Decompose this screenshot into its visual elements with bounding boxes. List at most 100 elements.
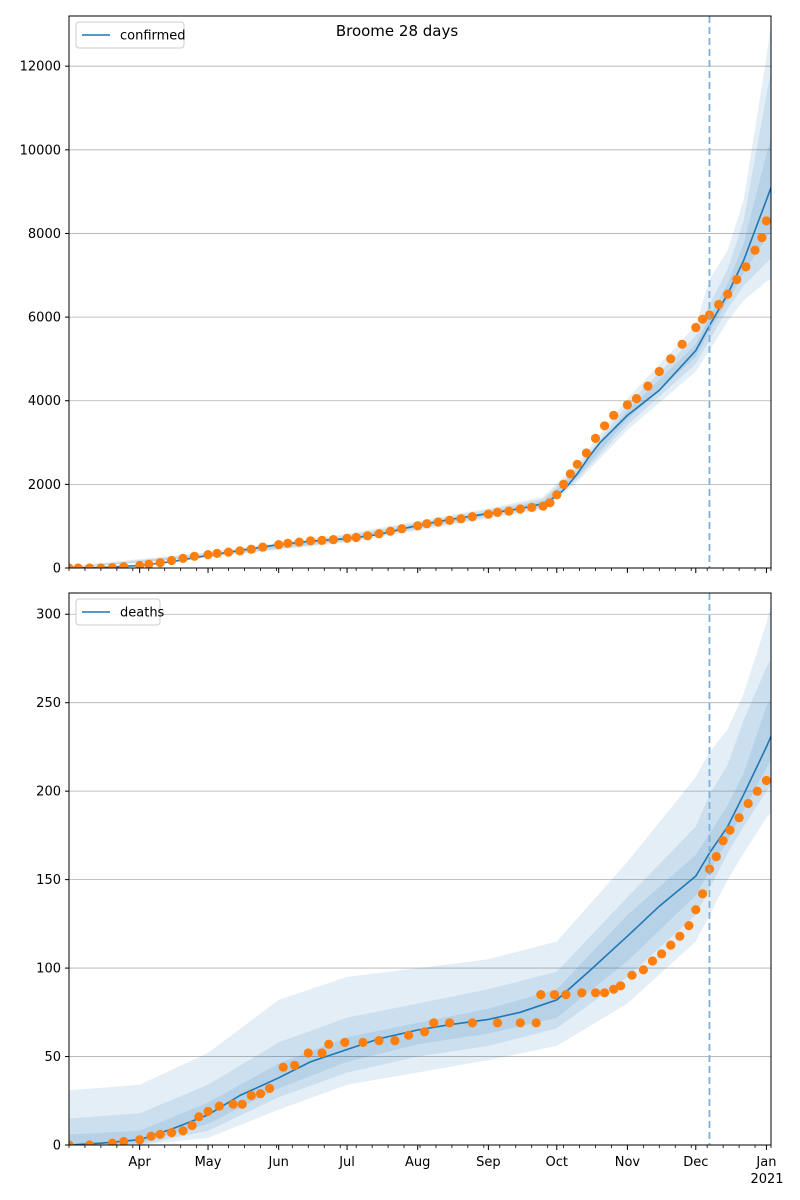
observed-point [734, 813, 744, 823]
observed-point [545, 498, 555, 508]
observed-point [552, 490, 562, 500]
y-tick-label: 150 [36, 873, 61, 888]
x-tick-label: Nov [615, 1155, 641, 1170]
observed-point [538, 501, 548, 511]
observed-point [69, 563, 74, 568]
observed-point [691, 322, 701, 333]
observed-point [711, 852, 721, 862]
legend-box [75, 598, 161, 626]
observed-point [135, 1135, 145, 1145]
y-tick-label: 6000 [28, 311, 61, 326]
observed-point [69, 1140, 74, 1145]
observed-point [691, 905, 701, 915]
observed-point [317, 1048, 327, 1058]
observed-point [363, 531, 373, 541]
observed-point [324, 1039, 334, 1049]
observed-point [135, 560, 145, 568]
observed-point [167, 555, 177, 566]
uncertainty-band [69, 699, 771, 1145]
observed-point [107, 563, 117, 568]
observed-point [572, 459, 582, 469]
observed-point [429, 1018, 439, 1028]
observed-point [203, 1106, 213, 1116]
deaths-panel: 0 50 100 150 200 250 300 Apr May Jun Jul Aug Sep Oct N… [36, 592, 776, 1170]
observed-point [684, 921, 694, 931]
y-tick-label: 8000 [28, 227, 61, 242]
observed-point [600, 988, 610, 998]
observed-point [187, 1120, 197, 1131]
observed-point [194, 1112, 204, 1122]
observed-point [590, 988, 601, 998]
legend-box [75, 21, 185, 49]
observed-point [167, 1128, 177, 1138]
plot-area [69, 605, 771, 1145]
observed-point [189, 551, 199, 561]
y-tick-label: 10000 [20, 143, 61, 158]
observed-point [647, 956, 658, 966]
x-tick-label: Sep [476, 1155, 501, 1170]
observed-point [643, 381, 653, 391]
observed-point [390, 1036, 400, 1046]
y-tick-label: 0 [53, 562, 61, 577]
observed-point [467, 511, 477, 522]
legend-label: deaths [120, 606, 165, 621]
observed-point [527, 502, 537, 512]
observed-point [657, 949, 667, 959]
observed-point [385, 526, 395, 536]
observed-point [283, 538, 293, 548]
observed-point [631, 394, 642, 404]
observed-point [622, 400, 633, 410]
x-tick-label: Aug [405, 1155, 430, 1170]
observed-point [358, 1037, 368, 1047]
observed-point [212, 548, 222, 559]
observed-point [306, 536, 316, 546]
observed-point [698, 314, 708, 324]
observed-point [698, 889, 708, 899]
observed-point [203, 550, 213, 560]
uncertainty-band [69, 137, 771, 568]
observed-point [549, 990, 560, 1000]
y-tick-label: 4000 [28, 394, 61, 409]
observed-point [616, 981, 626, 991]
observed-point [467, 1018, 477, 1028]
observed-point [73, 563, 83, 568]
observed-point [235, 546, 245, 556]
observed-point [223, 547, 234, 557]
y-tick-label: 100 [36, 962, 61, 977]
observed-point [107, 1138, 117, 1145]
observed-point [96, 563, 106, 568]
y-tick-label: 12000 [20, 60, 61, 75]
observed-point [456, 514, 466, 524]
observed-point [84, 563, 95, 568]
y-tick-label: 0 [53, 1139, 61, 1154]
observed-point [761, 216, 771, 226]
axes-frame [68, 15, 772, 569]
observed-point [504, 506, 514, 516]
observed-point [340, 1037, 350, 1047]
observed-point [723, 289, 733, 299]
observed-point [492, 507, 503, 517]
observed-point [374, 529, 384, 539]
observed-point [351, 532, 361, 543]
observed-point [214, 1101, 224, 1111]
observed-point [515, 1018, 525, 1028]
legend-label: confirmed [120, 29, 186, 44]
observed-point [278, 1062, 288, 1072]
confirmed-panel: 0 2000 4000 6000 8000 10000 12000 confirmed [20, 15, 772, 577]
y-tick-label: 200 [36, 785, 61, 800]
x-tick-label: Jul [338, 1155, 355, 1170]
observed-point [581, 448, 592, 458]
observed-point [725, 825, 735, 835]
uncertainty-band [69, 605, 771, 1145]
observed-point [445, 515, 455, 525]
observed-point [515, 504, 525, 514]
observed-point [445, 1018, 455, 1028]
year-label: 2021 [750, 1172, 783, 1187]
observed-point [609, 410, 619, 420]
observed-point [600, 421, 610, 431]
chart-title: Broome 28 days [336, 22, 459, 40]
x-tick-label: Dec [683, 1155, 708, 1170]
observed-point [422, 519, 432, 529]
